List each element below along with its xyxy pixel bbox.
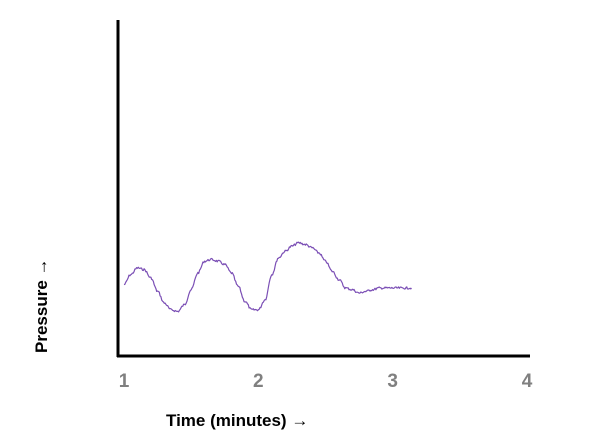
axes bbox=[116, 20, 530, 358]
x-tick-label: 1 bbox=[119, 371, 130, 392]
x-tick-label: 4 bbox=[522, 371, 533, 392]
x-tick-label: 2 bbox=[253, 371, 264, 392]
y-axis-label: Pressure → bbox=[32, 259, 51, 354]
x-tick-labels: 1 2 3 4 bbox=[119, 371, 533, 392]
x-axis-label: Time (minutes) → bbox=[166, 411, 308, 430]
series-line bbox=[123, 241, 412, 313]
x-tick-label: 3 bbox=[387, 371, 398, 392]
